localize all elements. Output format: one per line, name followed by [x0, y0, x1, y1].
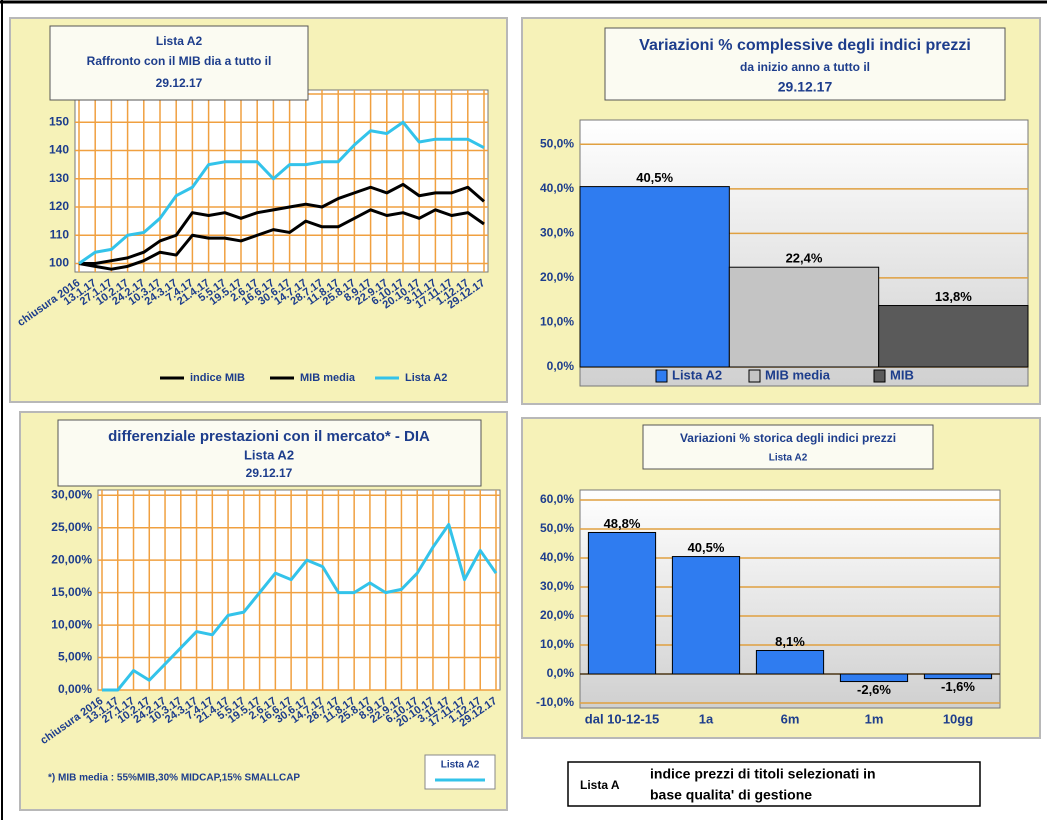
- chart-date: 29.12.17: [246, 466, 293, 480]
- chart-date: 29.12.17: [778, 79, 833, 95]
- legend-label: indice MIB: [190, 372, 245, 384]
- y-tick-label: 40,0%: [540, 181, 574, 195]
- plot-area: [97, 489, 501, 691]
- value-label: 40,5%: [688, 540, 725, 555]
- legend-label: Lista A2: [672, 367, 722, 382]
- chart-subtitle: Lista A2: [769, 453, 808, 464]
- bar: [728, 266, 880, 368]
- legend-label: Lista A2: [405, 372, 447, 384]
- x-tick-label: 6m: [781, 711, 800, 726]
- chart-subtitle: da inizio anno a tutto il: [740, 60, 870, 74]
- chart-date: 29.12.17: [156, 76, 203, 90]
- y-tick-label: 140: [49, 143, 69, 157]
- title-box: [604, 27, 1006, 101]
- y-tick-label: 5,00%: [58, 650, 92, 664]
- legend-label: MIB: [890, 367, 914, 382]
- note-box: [567, 761, 981, 807]
- legend-swatch: [748, 369, 761, 383]
- x-tick-label: 1a: [699, 711, 714, 726]
- legend-label: Lista A2: [441, 760, 480, 771]
- chart-subtitle: Lista A2: [244, 447, 294, 462]
- bar: [755, 650, 825, 675]
- value-label: 22,4%: [786, 251, 823, 266]
- y-tick-label: 10,0%: [540, 315, 574, 329]
- line-series: [102, 522, 498, 692]
- legend-label: MIB media: [765, 367, 831, 382]
- bar: [923, 673, 993, 680]
- title-box: [642, 424, 934, 470]
- chart-subtitle: Raffronto con il MIB dia a tutto il: [87, 54, 272, 68]
- bar: [587, 531, 657, 675]
- chart-title: Variazioni % storica degli indici prezzi: [680, 431, 896, 445]
- y-tick-label: 0,0%: [547, 359, 575, 373]
- y-tick-label: 50,0%: [540, 521, 574, 535]
- y-tick-label: 30,0%: [540, 579, 574, 593]
- y-tick-label: 50,0%: [540, 136, 574, 150]
- note-text: indice prezzi di titoli selezionati in: [650, 766, 876, 782]
- value-label: -1,6%: [941, 679, 975, 694]
- y-tick-label: 100: [49, 256, 69, 270]
- bar: [579, 186, 730, 368]
- y-tick-label: 20,0%: [540, 270, 574, 284]
- y-tick-label: 10,0%: [540, 637, 574, 651]
- x-tick-label: dal 10-12-15: [585, 711, 659, 726]
- y-tick-label: 110: [50, 227, 70, 241]
- note-label: Lista A: [580, 778, 620, 792]
- y-tick-label: 20,0%: [540, 608, 574, 622]
- y-tick-label: 20,00%: [51, 552, 92, 566]
- y-tick-label: 15,00%: [51, 585, 92, 599]
- y-tick-label: 40,0%: [540, 550, 574, 564]
- chart-title: differenziale prestazioni con il mercato…: [108, 428, 430, 445]
- y-tick-label: 130: [49, 171, 69, 185]
- y-tick-label: -10,0%: [536, 695, 574, 709]
- bar: [671, 556, 741, 675]
- legend-swatch: [873, 369, 886, 383]
- x-tick-label: 1m: [865, 711, 884, 726]
- y-tick-label: 30,00%: [51, 487, 92, 501]
- line-series: [78, 208, 485, 271]
- y-tick-label: 120: [49, 199, 69, 213]
- value-label: 48,8%: [604, 516, 641, 531]
- x-tick-label: 10gg: [943, 711, 973, 726]
- y-tick-label: 0,00%: [58, 682, 92, 696]
- legend-label: MIB media: [300, 372, 356, 384]
- legend-box: [424, 754, 496, 790]
- value-label: -2,6%: [857, 682, 891, 697]
- value-label: 8,1%: [775, 634, 805, 649]
- y-tick-label: 25,00%: [51, 520, 92, 534]
- line-series: [79, 182, 485, 266]
- legend-swatch: [655, 369, 668, 383]
- line-series: [78, 120, 485, 265]
- footnote: *) MIB media : 55%MIB,30% MIDCAP,15% SMA…: [48, 773, 300, 784]
- chart-title: Variazioni % complessive degli indici pr…: [639, 37, 971, 54]
- plot-area: [74, 89, 489, 273]
- value-label: 13,8%: [935, 289, 972, 304]
- y-tick-label: 150: [49, 114, 69, 128]
- title-box: [49, 25, 309, 101]
- bar: [839, 673, 909, 683]
- y-tick-label: 30,0%: [540, 226, 574, 240]
- y-tick-label: 0,0%: [547, 666, 575, 680]
- y-tick-label: 10,00%: [51, 617, 92, 631]
- charts: 100110120130140150160chiusura 201613.1.1…: [15, 86, 1029, 790]
- y-tick-label: 60,0%: [540, 492, 574, 506]
- bar: [878, 305, 1029, 368]
- note-text: base qualita' di gestione: [650, 787, 812, 803]
- chart-title: Lista A2: [156, 34, 203, 48]
- title-box: [57, 419, 482, 487]
- value-label: 40,5%: [636, 170, 673, 185]
